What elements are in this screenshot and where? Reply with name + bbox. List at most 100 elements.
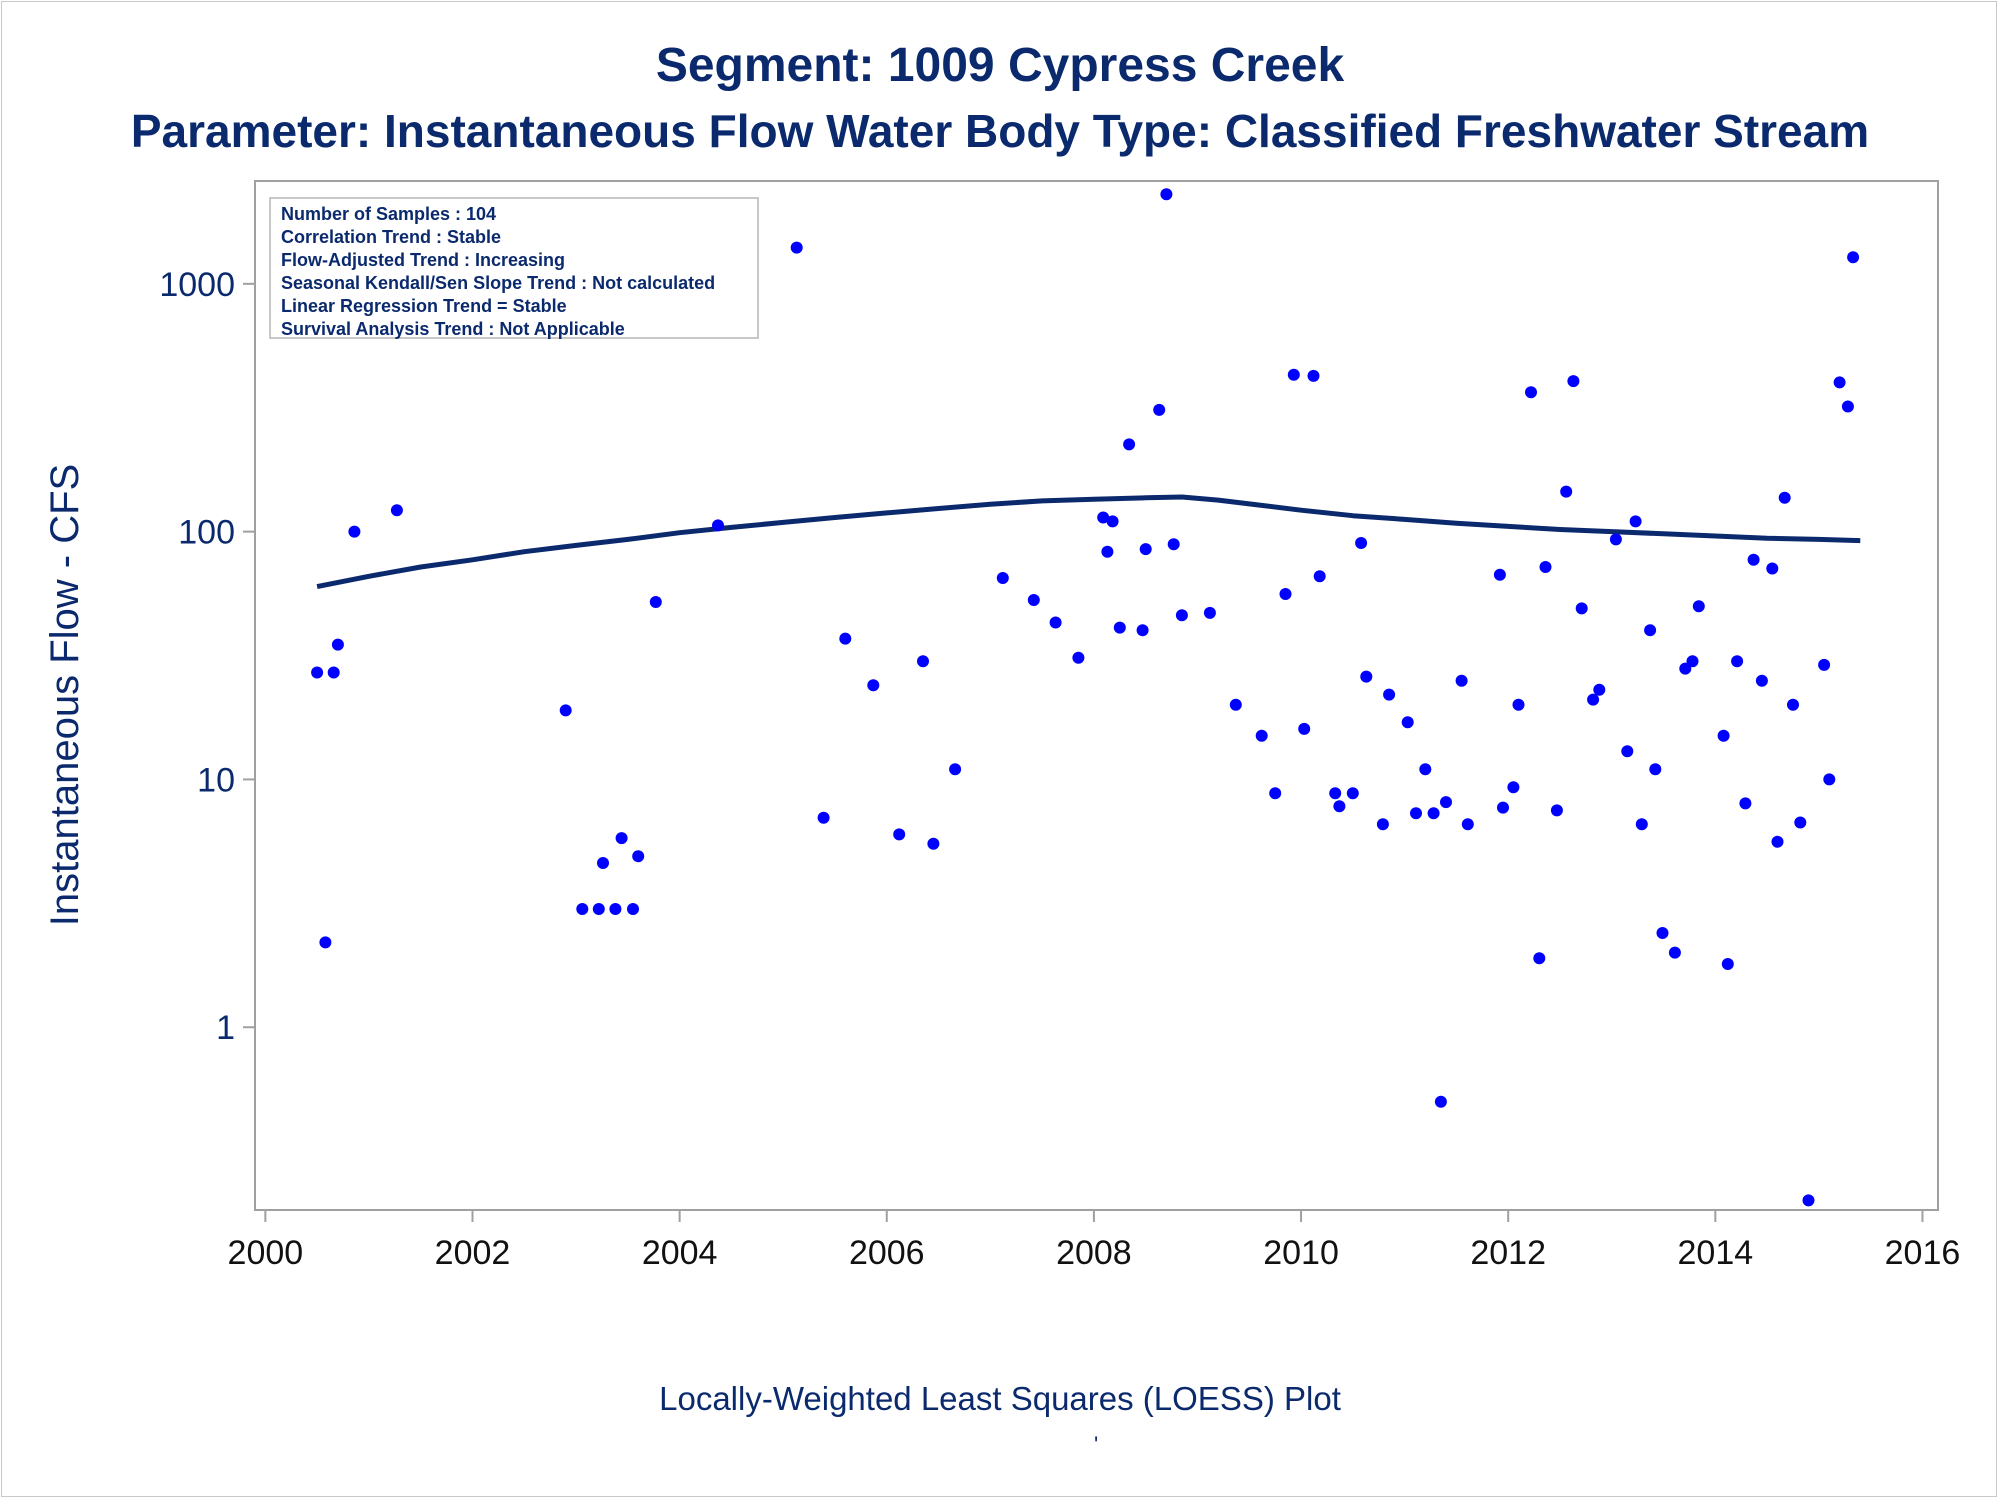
data-point [893, 828, 906, 841]
data-point [1747, 553, 1760, 566]
data-point [1461, 818, 1474, 831]
data-point [1313, 570, 1326, 583]
data-point [1401, 716, 1414, 729]
data-point [949, 763, 962, 776]
data-point [1787, 698, 1799, 711]
data-point [1512, 698, 1525, 711]
data-point [1106, 515, 1119, 528]
data-point [576, 903, 589, 915]
data-point [1355, 537, 1368, 549]
data-point [1794, 816, 1807, 829]
data-point [1818, 658, 1831, 671]
data-point [1629, 515, 1642, 528]
data-point [1635, 818, 1648, 831]
data-point [1644, 624, 1657, 637]
data-point [331, 638, 344, 651]
data-point [1593, 683, 1606, 696]
data-point [1560, 485, 1573, 498]
data-point [327, 666, 340, 679]
data-point [1383, 688, 1396, 701]
y-axis: 1 10 100 1000 [159, 266, 255, 1047]
footnote: Locally-Weighted Least Squares (LOESS) P… [659, 1380, 1341, 1417]
data-point [649, 596, 662, 608]
data-point [790, 241, 803, 254]
data-point [1427, 807, 1440, 820]
y-tick-label: 1 [216, 1009, 235, 1047]
data-point [1203, 606, 1216, 619]
x-tick-label: 2002 [435, 1234, 511, 1272]
data-point [1841, 400, 1854, 413]
data-point [1621, 745, 1634, 758]
data-point [1668, 946, 1681, 959]
stat-flow-adjusted-trend: Flow-Adjusted Trend : Increasing [281, 250, 566, 270]
data-point [1376, 818, 1389, 831]
data-point [1587, 693, 1600, 706]
loess-layer [316, 494, 1861, 590]
y-tick-label: 1000 [159, 266, 235, 304]
data-point [1739, 797, 1752, 810]
stat-sample-count: Number of Samples : 104 [281, 204, 497, 224]
data-point [592, 903, 605, 915]
data-point [1497, 801, 1509, 814]
x-axis: 2000 2002 2004 2006 2008 2010 2012 2014 2016 [228, 1210, 1961, 1272]
data-point [1679, 662, 1692, 675]
data-point [632, 850, 645, 863]
x-tick-label: 2000 [228, 1234, 304, 1272]
data-point [1455, 674, 1468, 687]
stat-seasonal-kendall-trend: Seasonal Kendall/Sen Slope Trend : Not c… [281, 273, 716, 293]
data-point [1139, 543, 1152, 556]
stat-linear-regression-trend: Linear Regression Trend = Stable [281, 296, 567, 316]
data-point [996, 572, 1009, 584]
data-point [609, 903, 622, 915]
data-point [319, 936, 332, 949]
data-point [1136, 624, 1149, 637]
data-point [1101, 545, 1114, 558]
data-point [597, 857, 609, 869]
trend-stats-box: Number of Samples : 104 Correlation Tren… [269, 197, 759, 339]
data-point [1833, 376, 1846, 389]
data-point [559, 704, 572, 717]
data-point [1229, 698, 1242, 711]
x-tick-label: 2016 [1885, 1234, 1961, 1272]
data-point [1440, 796, 1452, 809]
data-point [1153, 403, 1166, 416]
data-point [1346, 787, 1359, 800]
data-point [348, 525, 361, 538]
data-point [1049, 616, 1062, 629]
data-point [1255, 729, 1268, 742]
data-point [1419, 763, 1432, 776]
data-point [1123, 438, 1136, 451]
data-point [1539, 561, 1552, 573]
data-point [390, 504, 403, 517]
data-point [817, 811, 830, 824]
data-point [1360, 670, 1373, 683]
data-point [1755, 674, 1768, 687]
data-point [1434, 1095, 1447, 1108]
y-axis-label: Instantaneous Flow - CFS [43, 464, 87, 926]
data-point [1609, 533, 1622, 546]
chart-title: Segment: 1009 Cypress Creek [655, 39, 1345, 92]
data-point [1656, 927, 1669, 939]
loess-line [316, 494, 1861, 590]
data-point [1766, 562, 1779, 575]
data-point [1269, 787, 1282, 800]
x-tick-label: 2008 [1056, 1234, 1132, 1272]
data-point [1167, 538, 1180, 551]
y-tick-label: 10 [197, 761, 235, 799]
data-point [1027, 594, 1040, 606]
chart-subtitle: Parameter: Instantaneous Flow Water Body… [130, 105, 1870, 157]
data-point [1160, 188, 1173, 201]
data-point [712, 519, 724, 532]
data-point [1072, 651, 1085, 664]
data-point [311, 666, 324, 679]
x-tick-label: 2006 [849, 1234, 925, 1272]
data-point [927, 837, 940, 850]
data-point [1575, 602, 1588, 615]
data-point [1097, 511, 1110, 524]
x-tick-label: 2014 [1678, 1234, 1754, 1272]
data-point [1507, 781, 1520, 794]
data-point [1287, 368, 1300, 381]
data-point [1771, 835, 1784, 848]
